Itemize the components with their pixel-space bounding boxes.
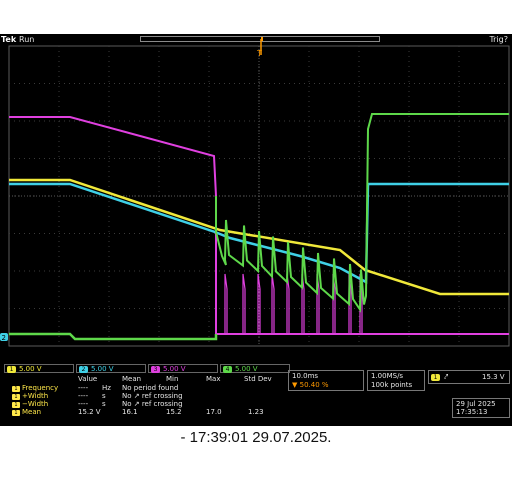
waveform-display: T 2 <box>0 39 510 347</box>
meas-stddev: 1.23 <box>248 408 264 416</box>
waveform-channel-1 <box>9 178 509 296</box>
trigger-box[interactable] <box>428 370 510 384</box>
record-position-bar <box>140 36 380 42</box>
waveform-channel-3 <box>9 116 509 335</box>
meas-min: 15.2 <box>166 408 182 416</box>
meas-unit: s <box>102 400 106 408</box>
channel-2-badge: 2 <box>79 366 88 373</box>
trigger-position-icon: T <box>256 39 262 58</box>
meas-label: −Width <box>22 400 49 408</box>
trigger-readout: 1 ⤤ <box>431 373 448 381</box>
meas-value: 15.2 V <box>78 408 101 416</box>
channel-3-badge: 3 <box>151 366 160 373</box>
svg-text:T: T <box>256 49 262 58</box>
meas-header-min: Min <box>166 375 179 383</box>
meas-note: No period found <box>122 384 179 392</box>
waveform-channel-4 <box>215 113 509 313</box>
waveform-channel-4-baseline <box>9 332 218 341</box>
channel-1-scale-label: 5.00 V <box>19 365 42 373</box>
channel-4-scale-label: 5.00 V <box>235 365 258 373</box>
meas-value: ---- <box>78 400 89 408</box>
meas-source-badge: 1 <box>12 394 20 400</box>
run-state: Run <box>19 35 35 44</box>
datetime-box <box>452 398 510 418</box>
meas-unit: Hz <box>102 384 111 392</box>
meas-note: No ↗ ref crossing <box>122 400 183 408</box>
meas-label: Mean <box>22 408 42 416</box>
meas-header-mean: Mean <box>122 375 142 383</box>
record-window-marker <box>261 37 263 41</box>
channel-4-badge: 4 <box>223 366 232 373</box>
meas-source-badge: 1 <box>12 410 20 416</box>
timebase-position: ▼ 50.40 % <box>292 381 329 389</box>
acquisition-box[interactable] <box>367 370 425 391</box>
meas-header-stddev: Std Dev <box>244 375 272 383</box>
meas-row-neg-width[interactable]: 1 −Width <box>12 400 48 408</box>
meas-row-pos-width[interactable]: 1 +Width <box>12 392 48 400</box>
meas-source-badge: 1 <box>12 402 20 408</box>
brand-logo: Tek <box>1 35 17 44</box>
trigger-level: 15.3 V <box>482 373 505 381</box>
meas-header-value: Value <box>78 375 98 383</box>
meas-mean: 16.1 <box>122 408 138 416</box>
meas-note: No ↗ ref crossing <box>122 392 183 400</box>
channel-1-scale[interactable]: 1 5.00 V <box>4 364 74 373</box>
channel-2-scale[interactable]: 2 5.00 V <box>76 364 146 373</box>
meas-value: ---- <box>78 384 89 392</box>
meas-row-mean[interactable]: 1 Mean <box>12 408 41 416</box>
trigger-source-badge: 1 <box>431 374 440 381</box>
falling-edge-icon: ⤤ <box>444 373 449 381</box>
channel-4-scale[interactable]: 4 5.00 V <box>220 364 290 373</box>
meas-source-badge: 1 <box>12 386 20 392</box>
status-bar: Tek Run Trig? <box>0 34 512 46</box>
channel-2-scale-label: 5.00 V <box>91 365 114 373</box>
meas-header-max: Max <box>206 375 221 383</box>
meas-label: Frequency <box>22 384 59 392</box>
sample-rate: 1.00MS/s <box>371 372 404 380</box>
channel-ground-marker-icon: 2 <box>0 333 8 342</box>
meas-label: +Width <box>22 392 49 400</box>
trigger-position-glyph-icon: ▼ <box>292 381 298 389</box>
record-length: 100k points <box>371 381 413 389</box>
graticule-center-axes <box>9 46 509 346</box>
meas-row-frequency[interactable]: 1 Frequency <box>12 384 58 392</box>
trigger-status: Trig? <box>489 35 508 44</box>
channel-1-badge: 1 <box>7 366 16 373</box>
meas-value: ---- <box>78 392 89 400</box>
svg-text:2: 2 <box>2 334 6 342</box>
time: 17:35:13 <box>456 408 488 416</box>
timebase-box[interactable] <box>288 370 364 391</box>
oscilloscope-screen: Tek Run Trig? T 2 1 5.00 V 2 5.00 V 3 5.00 … <box>0 34 512 426</box>
meas-max: 17.0 <box>206 408 222 416</box>
channel-3-scale[interactable]: 3 5.00 V <box>148 364 218 373</box>
meas-unit: s <box>102 392 106 400</box>
timebase-position-value: 50.40 % <box>299 381 329 389</box>
photo-caption: - 17:39:01 29.07.2025. <box>180 429 332 446</box>
date: 29 Jul 2025 <box>456 400 496 408</box>
channel-3-scale-label: 5.00 V <box>163 365 186 373</box>
timebase-scale: 10.0ms <box>292 372 319 380</box>
